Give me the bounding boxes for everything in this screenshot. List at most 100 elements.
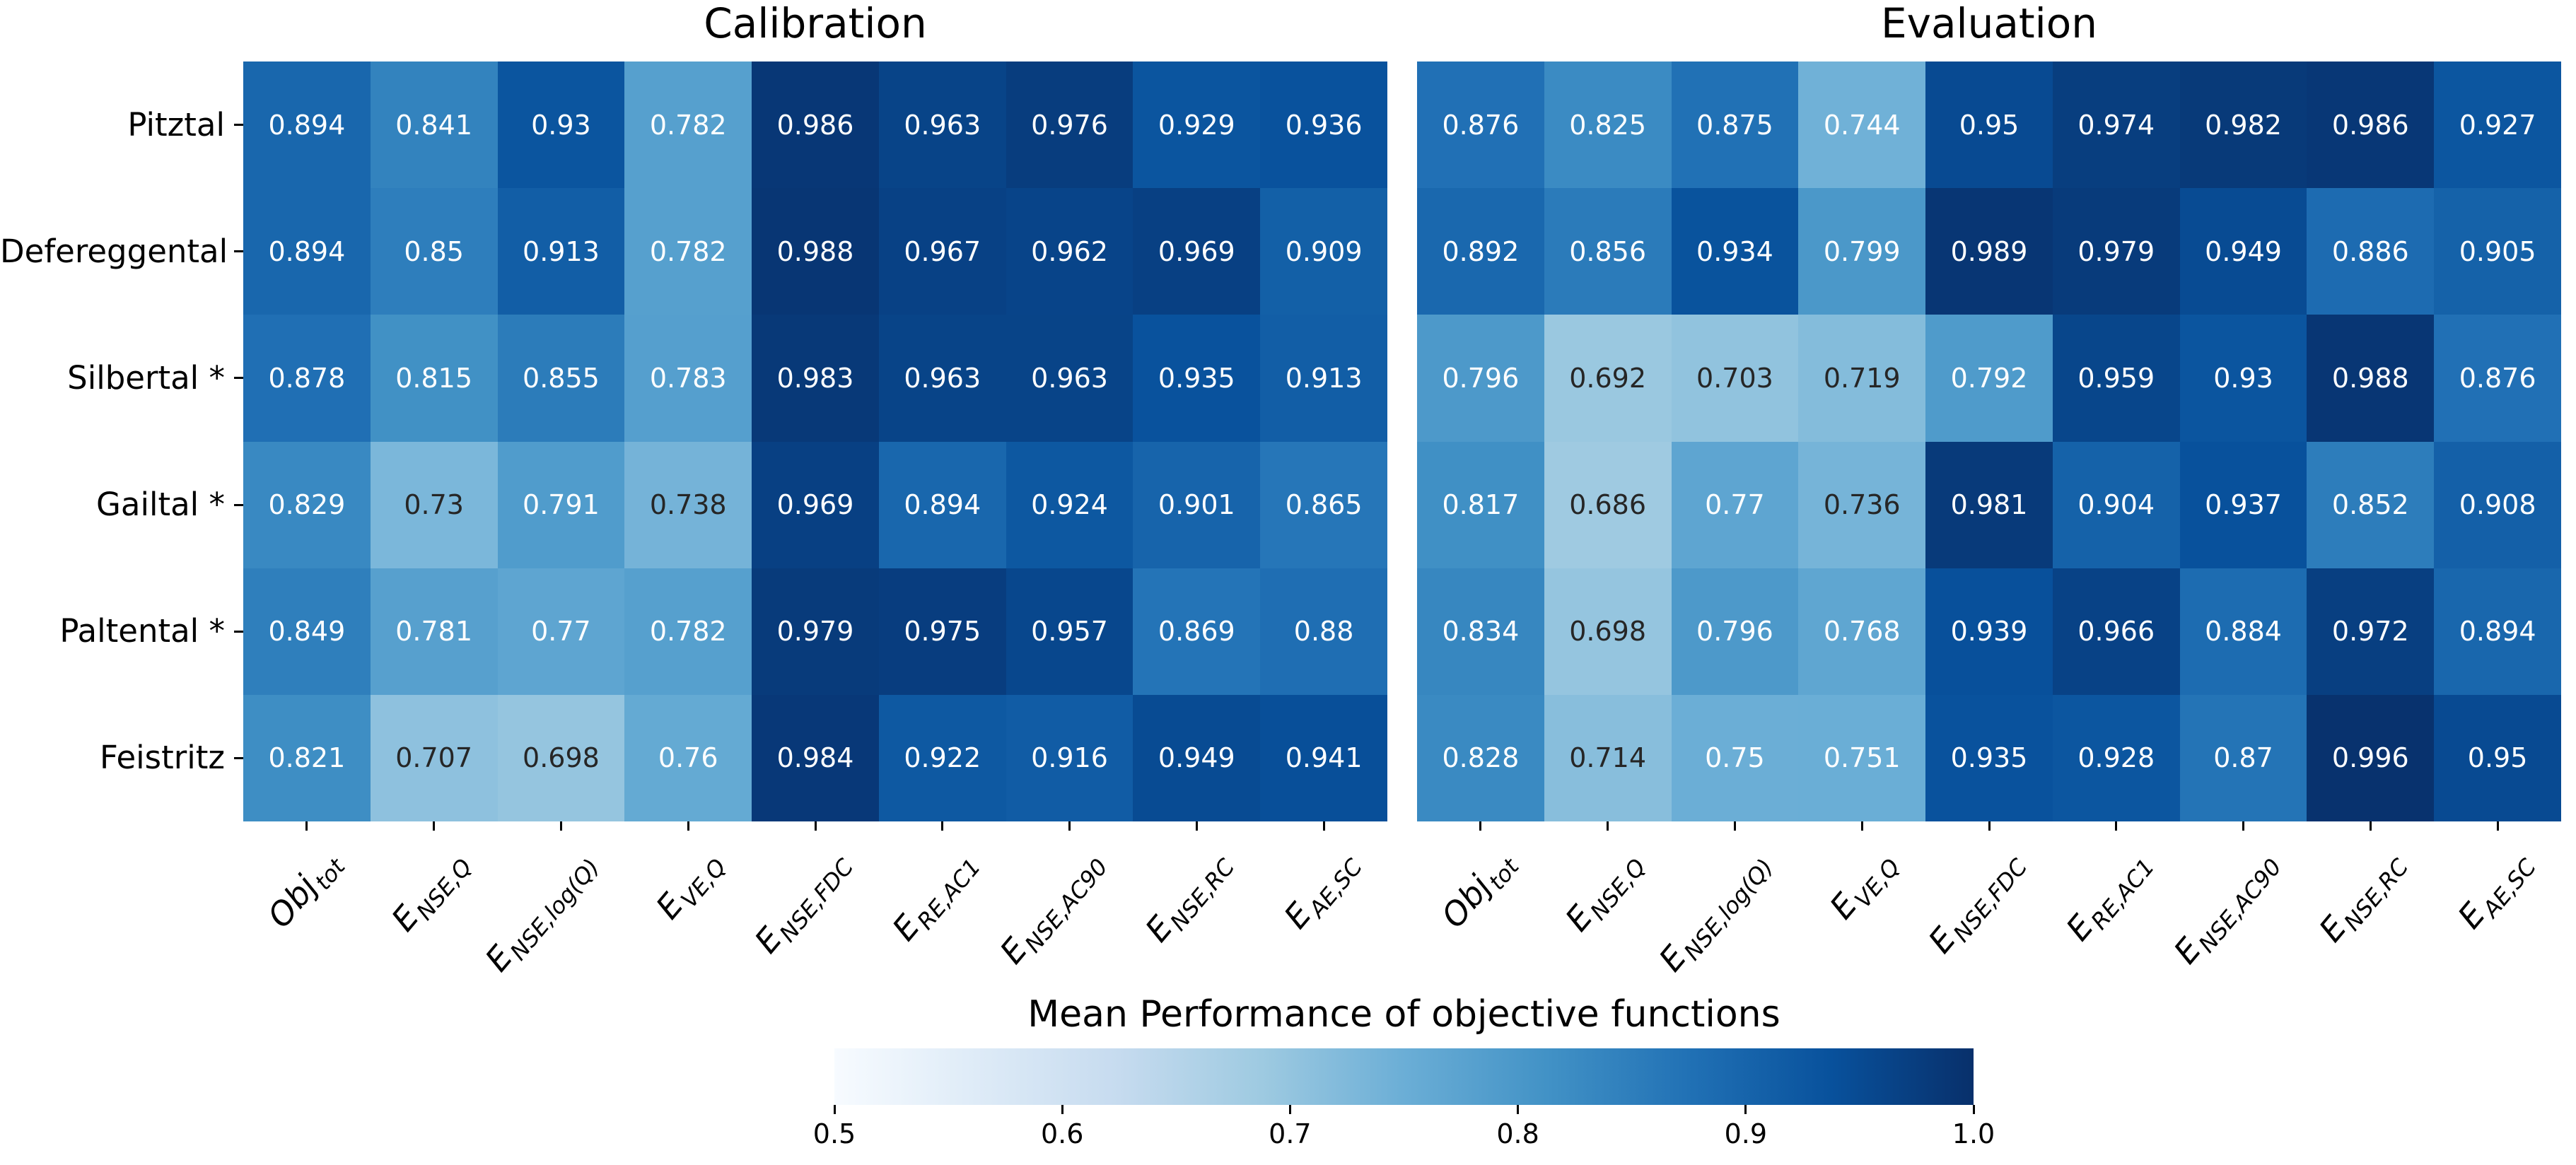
x-axis-label: ENSE,AC90 [2166, 843, 2286, 971]
x-tick-mark [1733, 821, 1736, 831]
x-axis-label: Objtot [260, 843, 350, 935]
x-axis-label-subscript: NSE,Q [1585, 853, 1651, 925]
x-tick-mark [814, 821, 817, 831]
x-axis-label: EAE,SC [2450, 843, 2541, 935]
heatmap-cell: 0.85 [370, 188, 498, 315]
heatmap-cell: 0.909 [1260, 188, 1387, 315]
x-axis-label: ENSE,RC [1138, 843, 1240, 949]
heatmap-cell: 0.692 [1544, 315, 1672, 442]
colorbar-tick-mark [1972, 1105, 1975, 1114]
heatmap-cell: 0.979 [752, 568, 879, 695]
heatmap-cell: 0.884 [2179, 568, 2307, 695]
x-tick-mark [2369, 821, 2372, 831]
heatmap-cell: 0.904 [2052, 441, 2180, 568]
colorbar-tick-label: 0.5 [812, 1118, 856, 1149]
heatmap-cell: 0.768 [1798, 568, 1926, 695]
heatmap-cell: 0.841 [370, 62, 498, 189]
x-tick-mark [1068, 821, 1071, 831]
heatmap-cell: 0.686 [1544, 441, 1672, 568]
heatmap-cell: 0.876 [2434, 315, 2561, 442]
row-label: Gailtal * [96, 486, 225, 524]
y-tick-mark [234, 756, 243, 759]
heatmap-cell: 0.937 [2179, 441, 2307, 568]
x-tick-mark [1479, 821, 1482, 831]
heatmap-cell: 0.781 [370, 568, 498, 695]
x-tick-mark [1195, 821, 1198, 831]
heatmap-cell: 0.908 [2434, 441, 2561, 568]
x-axis-label-subscript: NSE,log(Q) [1678, 853, 1778, 966]
heatmap-cell: 0.852 [2307, 441, 2435, 568]
heatmap-cell: 0.73 [370, 441, 498, 568]
heatmap-cell: 0.988 [2307, 315, 2435, 442]
heatmap-cell: 0.983 [752, 315, 879, 442]
heatmap-cell: 0.855 [497, 315, 625, 442]
heatmap-cell: 0.939 [1925, 568, 2053, 695]
heatmap-cell: 0.963 [878, 315, 1006, 442]
x-axis-label: ENSE,FDC [1921, 843, 2032, 960]
heatmap-cell: 0.941 [1260, 694, 1387, 821]
x-axis-label: ENSE,AC90 [992, 843, 1112, 971]
heatmap-cell: 0.976 [1006, 62, 1133, 189]
heatmap-cell: 0.817 [1417, 441, 1544, 568]
heatmap-cell: 0.949 [2179, 188, 2307, 315]
x-axis-label-subscript: RE,AC1 [911, 853, 986, 935]
x-tick-mark [941, 821, 944, 831]
heatmap-cell: 0.88 [1260, 568, 1387, 695]
colorbar-tick-mark [1744, 1105, 1747, 1114]
heatmap-cell: 0.93 [497, 62, 625, 189]
heatmap-cell: 0.782 [624, 188, 752, 315]
x-axis-label-subscript: AE,SC [2476, 853, 2541, 923]
row-label: Pitztal [127, 105, 225, 144]
heatmap-cell: 0.77 [1671, 441, 1799, 568]
x-tick-mark [2242, 821, 2245, 831]
heatmap-cell: 0.959 [2052, 315, 2180, 442]
x-axis-label-subscript: NSE,Q [411, 853, 477, 925]
heatmap-cell: 0.894 [878, 441, 1006, 568]
heatmap-cell: 0.876 [1417, 62, 1544, 189]
row-label: Feistritz [100, 739, 225, 777]
heatmap-cell: 0.815 [370, 315, 498, 442]
heatmap-cell: 0.886 [2307, 188, 2435, 315]
heatmap-cell: 0.979 [2052, 188, 2180, 315]
x-axis-label: Objtot [1433, 843, 1524, 935]
heatmap-cell: 0.894 [243, 62, 371, 189]
heatmap-cell: 0.95 [2434, 694, 2561, 821]
heatmap-cell: 0.949 [1133, 694, 1261, 821]
heatmap-cell: 0.982 [2179, 62, 2307, 189]
heatmap-cell: 0.989 [1925, 188, 2053, 315]
heatmap-cell: 0.782 [624, 568, 752, 695]
x-axis-label: ENSE,RC [2312, 843, 2413, 949]
x-tick-mark [559, 821, 562, 831]
heatmap-cell: 0.714 [1544, 694, 1672, 821]
x-tick-mark [1988, 821, 1991, 831]
heatmap-cell: 0.825 [1544, 62, 1672, 189]
heatmap-cell: 0.796 [1417, 315, 1544, 442]
heatmap-cell: 0.981 [1925, 441, 2053, 568]
heatmap-cell: 0.974 [2052, 62, 2180, 189]
row-label: Silbertal * [67, 358, 225, 397]
heatmap-cell: 0.707 [370, 694, 498, 821]
colorbar-tick-label: 0.9 [1724, 1118, 1768, 1149]
heatmap-cell: 0.972 [2307, 568, 2435, 695]
heatmap-cell: 0.834 [1417, 568, 1544, 695]
heatmap-cell: 0.963 [1006, 315, 1133, 442]
heatmap-cell: 0.892 [1417, 188, 1544, 315]
x-axis-label: ENSE,Q [1558, 843, 1651, 938]
colorbar-tick-mark [1288, 1105, 1291, 1114]
heatmap-cell: 0.928 [2052, 694, 2180, 821]
heatmap-cell: 0.791 [497, 441, 625, 568]
heatmap-cell: 0.76 [624, 694, 752, 821]
x-axis-label: EVE,Q [648, 843, 731, 926]
x-tick-mark [305, 821, 308, 831]
heatmap-cell: 0.703 [1671, 315, 1799, 442]
heatmap-cell: 0.698 [1544, 568, 1672, 695]
x-axis-label: EVE,Q [1822, 843, 1905, 926]
colorbar-tick-mark [833, 1105, 836, 1114]
heatmap-cell: 0.878 [243, 315, 371, 442]
heatmap-cell: 0.905 [2434, 188, 2561, 315]
heatmap-cell: 0.984 [752, 694, 879, 821]
heatmap-cell: 0.963 [878, 62, 1006, 189]
heatmap-cell: 0.744 [1798, 62, 1926, 189]
heatmap-cell: 0.901 [1133, 441, 1261, 568]
heatmap-cell: 0.894 [2434, 568, 2561, 695]
